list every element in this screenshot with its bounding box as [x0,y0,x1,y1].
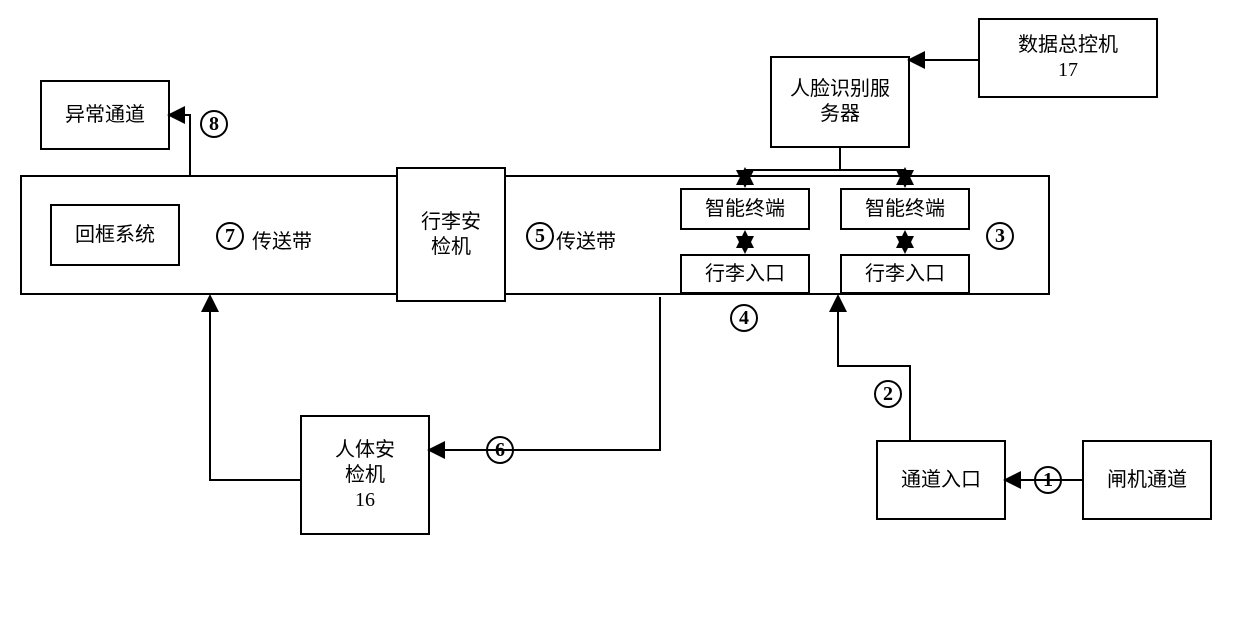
smart-terminal-right: 智能终端 [840,188,970,230]
belt-label-right: 传送带 [556,225,616,254]
channel-entry-box: 通道入口 [876,440,1006,520]
step-4: 4 [730,304,758,332]
step-3: 3 [986,222,1014,250]
belt-label-left: 传送带 [252,225,312,254]
gate-channel-box: 闸机通道 [1082,440,1212,520]
baggage-entry-left: 行李入口 [680,254,810,294]
arrow-body-to-belt [210,297,300,480]
smart-terminal-left: 智能终端 [680,188,810,230]
step-1: 1 [1034,466,1062,494]
data-master-box: 数据总控机 17 [978,18,1158,98]
baggage-scanner-box: 行李安 检机 [396,167,506,302]
step-2: 2 [874,380,902,408]
abnormal-channel-box: 异常通道 [40,80,170,150]
return-system-box: 回框系统 [50,204,180,266]
body-scanner-box: 人体安 检机 16 [300,415,430,535]
step-5: 5 [526,222,554,250]
arrow-belt-to-body [430,297,660,450]
step-6: 6 [486,436,514,464]
face-server-box: 人脸识别服 务器 [770,56,910,148]
baggage-entry-right: 行李入口 [840,254,970,294]
arrow-belt-to-abnormal [170,115,190,175]
step-8: 8 [200,110,228,138]
step-7: 7 [216,222,244,250]
arrow-entry-to-belt [838,297,910,440]
diagram-stage: 回框系统 行李安 检机 智能终端 智能终端 行李入口 行李入口 异常通道 人脸识… [0,0,1240,619]
